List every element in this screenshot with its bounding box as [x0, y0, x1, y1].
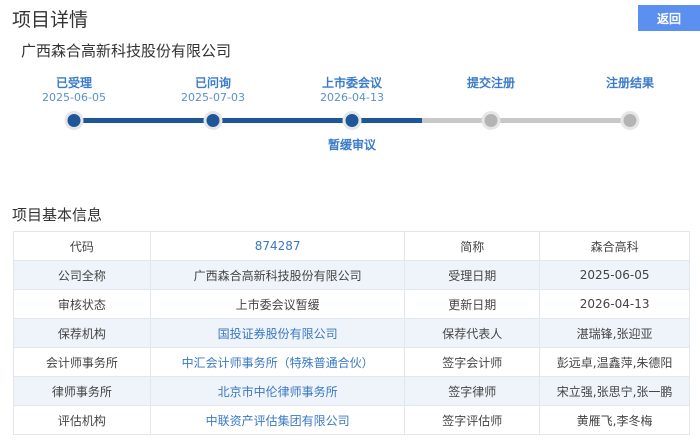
field-label: 公司全称 [13, 260, 151, 290]
step-label: 注册结果 [605, 76, 655, 90]
field-label: 审核状态 [13, 289, 151, 319]
table-row: 保荐机构 国投证券股份有限公司 保荐代表人 湛瑞锋,张迎亚 [13, 318, 690, 348]
field-value: 森合高科 [539, 231, 690, 261]
table-row: 会计师事务所 中汇会计师事务所（特殊普通合伙） 签字会计师 彭远卓,温鑫萍,朱德阳 [13, 347, 690, 377]
table-row: 审核状态 上市委会议暂缓 更新日期 2026-04-13 [13, 289, 690, 319]
step-node [203, 111, 223, 130]
field-value: 湛瑞锋,张迎亚 [539, 318, 690, 348]
field-label: 更新日期 [404, 289, 541, 319]
field-label: 保荐机构 [13, 318, 151, 348]
step-date: 2025-06-05 [42, 91, 106, 104]
progress-fill [74, 118, 422, 123]
field-label: 律师事务所 [13, 376, 151, 406]
step-node [64, 111, 84, 130]
field-link[interactable]: 中汇会计师事务所（特殊普通合伙） [149, 347, 406, 377]
step-node [481, 111, 501, 130]
section-title: 项目基本信息 [12, 206, 103, 224]
company-name: 广西森合高新科技股份有限公司 [21, 42, 232, 60]
table-row: 评估机构 中联资产评估集团有限公司 签字评估师 黄雁飞,李冬梅 [13, 405, 690, 435]
field-value: 上市委会议暂缓 [149, 289, 406, 319]
page-title: 项目详情 [12, 9, 89, 31]
field-label: 签字会计师 [404, 347, 541, 377]
step-node [342, 111, 362, 130]
field-link[interactable]: 中联资产评估集团有限公司 [149, 405, 406, 435]
step-date: 2025-07-03 [181, 91, 245, 104]
field-label: 保荐代表人 [404, 318, 541, 348]
step-label: 已受理 [55, 76, 93, 90]
field-label: 代码 [13, 231, 151, 261]
step-node [620, 111, 640, 130]
field-value: 2025-06-05 [539, 260, 690, 290]
info-table: 代码 874287 简称 森合高科 公司全称 广西森合高新科技股份有限公司 受理日期 2025… [13, 231, 690, 435]
field-value: 2026-04-13 [539, 289, 690, 319]
field-label: 简称 [404, 231, 541, 261]
table-row: 律师事务所 北京市中伦律师事务所 签字律师 宋立强,张思宁,张一鹏 [13, 376, 690, 406]
back-button[interactable]: 返回 [638, 5, 700, 31]
table-row: 公司全称 广西森合高新科技股份有限公司 受理日期 2025-06-05 [13, 260, 690, 290]
step-label: 已问询 [194, 76, 232, 90]
field-label: 受理日期 [404, 260, 541, 290]
step-label: 上市委会议 [321, 76, 383, 90]
field-value: 广西森合高新科技股份有限公司 [149, 260, 406, 290]
field-value: 宋立强,张思宁,张一鹏 [539, 376, 690, 406]
field-value: 黄雁飞,李冬梅 [539, 405, 690, 435]
step-label: 提交注册 [466, 76, 516, 90]
field-label: 签字律师 [404, 376, 541, 406]
field-label: 会计师事务所 [13, 347, 151, 377]
step-date: 2026-04-13 [320, 91, 384, 104]
field-label: 评估机构 [13, 405, 151, 435]
step-sublabel: 暂缓审议 [327, 138, 377, 152]
field-link[interactable]: 北京市中伦律师事务所 [149, 376, 406, 406]
field-value: 彭远卓,温鑫萍,朱德阳 [539, 347, 690, 377]
table-row: 代码 874287 简称 森合高科 [13, 231, 690, 261]
field-label: 签字评估师 [404, 405, 541, 435]
field-link[interactable]: 国投证券股份有限公司 [149, 318, 406, 348]
field-link[interactable]: 874287 [149, 231, 406, 261]
